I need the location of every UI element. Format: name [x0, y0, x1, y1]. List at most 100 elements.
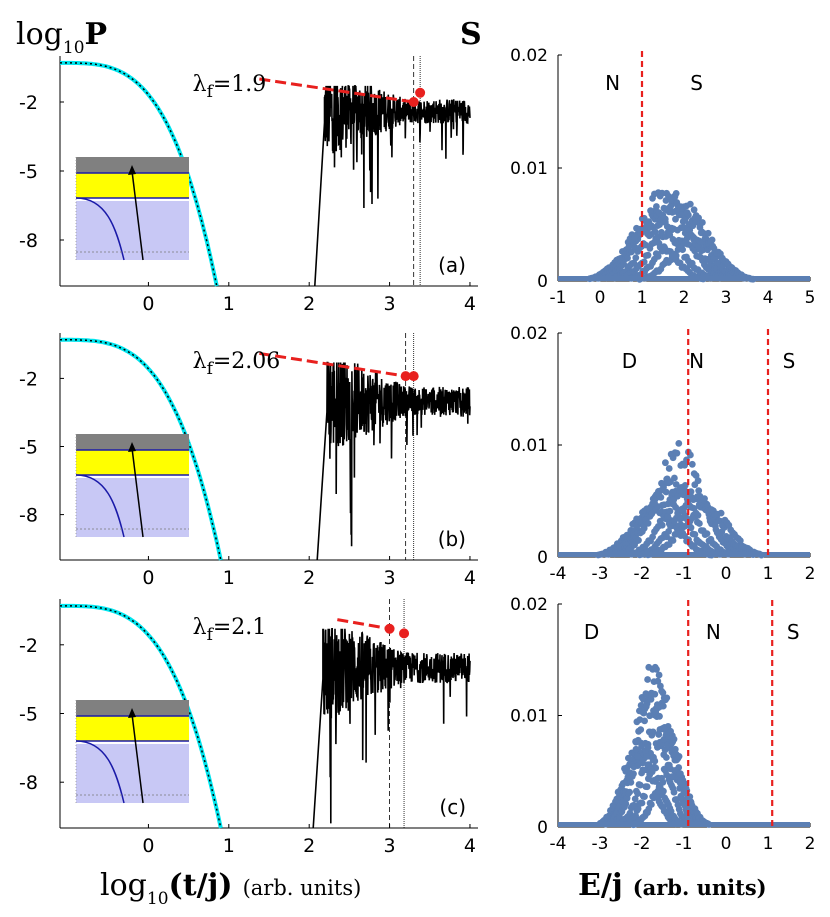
scatter-point — [630, 770, 637, 778]
scatter-point — [622, 800, 630, 808]
scatter-point — [682, 784, 690, 792]
scatter-point — [681, 461, 688, 469]
inset-arrow-head — [128, 442, 136, 452]
y-tick-label: -2 — [19, 635, 38, 657]
left-xlabel-sub: 10 — [147, 889, 169, 909]
scatter-point — [691, 247, 699, 255]
y-tick-label: 0 — [537, 548, 548, 568]
x-tick-label: -2 — [634, 564, 651, 584]
scatter-point — [648, 768, 656, 776]
scatter-point — [653, 203, 660, 210]
scatter-point — [691, 481, 699, 489]
lambda-value: =1.9 — [213, 72, 266, 97]
inset-gray-band — [76, 434, 189, 450]
red-marker-point — [399, 628, 410, 639]
x-tick-label: 2 — [303, 835, 315, 857]
scatter-point — [649, 728, 657, 736]
lambda-label: λf=2.06 — [193, 349, 281, 379]
lambda-label: λf=2.1 — [193, 615, 267, 645]
scatter-point — [666, 507, 674, 515]
left-ylabel-sub: 10 — [63, 38, 85, 58]
x-tick-label: 1 — [763, 834, 774, 854]
red-marker-point — [415, 87, 426, 98]
x-tick-label: 2 — [805, 564, 816, 584]
right-x-axis-title: E/j (arb. units) — [578, 868, 767, 903]
region-label: N — [689, 349, 704, 373]
scatter-point — [651, 757, 659, 765]
scatter-point — [634, 762, 642, 769]
x-tick-label: 0 — [142, 567, 154, 589]
scatter-point — [664, 513, 672, 520]
scatter-point — [648, 510, 656, 517]
y-tick-label: 0.01 — [510, 707, 548, 727]
lambda-value: =2.06 — [213, 349, 280, 374]
scatter-point — [697, 229, 705, 237]
scatter-point — [639, 766, 647, 774]
scatter-point — [665, 528, 672, 535]
x-tick-label: 2 — [303, 567, 315, 589]
x-tick-label: 4 — [464, 293, 476, 315]
scatter-point — [675, 440, 683, 447]
scatter-point — [648, 689, 655, 697]
revival-curve — [312, 628, 471, 829]
scatter-point — [653, 665, 660, 673]
y-tick-label: 0.02 — [510, 595, 548, 615]
inset-gray-band — [76, 157, 189, 173]
x-tick-label: 5 — [805, 288, 816, 308]
scatter-point — [657, 682, 664, 690]
x-tick-label: -3 — [592, 564, 609, 584]
scatter-point — [663, 694, 671, 702]
lambda-subscript: f — [207, 625, 215, 645]
region-label: S — [783, 349, 796, 373]
y-tick-label: 0.01 — [510, 436, 548, 456]
scatter-point — [649, 533, 656, 541]
scatter-point — [699, 219, 706, 226]
scatter-point — [696, 520, 703, 527]
scatter-point — [658, 521, 666, 529]
scatter-point — [659, 778, 667, 786]
y-tick-label: 0 — [537, 818, 548, 838]
scatter-point — [656, 784, 664, 791]
scatter-point — [681, 482, 689, 489]
scatter-point — [688, 460, 696, 468]
scatter-points — [594, 440, 765, 559]
red-marker-point — [384, 623, 395, 634]
scatter-point — [648, 801, 655, 808]
y-tick-label: -2 — [19, 368, 38, 390]
scatter-point — [665, 465, 673, 472]
scatter-point — [671, 745, 679, 753]
x-tick-label: 0 — [142, 835, 154, 857]
scatter-point — [655, 730, 662, 738]
region-label: S — [690, 71, 703, 95]
scatter-point — [676, 244, 684, 252]
scatter-point — [671, 193, 679, 201]
scatter-point — [647, 231, 655, 238]
scatter-point — [659, 702, 667, 710]
region-label: S — [787, 620, 800, 644]
scatter-point — [690, 206, 698, 214]
x-tick-label: 3 — [384, 835, 396, 857]
lambda-label: λf=1.9 — [193, 72, 267, 102]
region-label: N — [706, 620, 721, 644]
scatter-point — [632, 745, 640, 753]
red-dashed-trend — [337, 618, 390, 631]
revival-curve — [316, 361, 471, 561]
scatter-point — [709, 242, 717, 250]
scatter-point — [626, 788, 633, 796]
red-marker-point — [408, 371, 419, 382]
scatter-point — [643, 753, 651, 760]
scatter-point — [633, 753, 641, 760]
scatter-point — [673, 449, 681, 457]
scatter-point — [658, 229, 665, 236]
region-label: D — [584, 620, 599, 644]
left-ylabel-main: log — [16, 17, 63, 52]
scatter-point — [672, 252, 680, 260]
x-tick-label: 0 — [595, 288, 606, 308]
scatter-point — [639, 215, 647, 223]
x-tick-label: 4 — [464, 567, 476, 589]
y-tick-label: 0.01 — [510, 159, 548, 179]
inset-arrow-head — [128, 165, 136, 175]
scatter-point — [655, 671, 663, 679]
panel-label: (c) — [439, 795, 466, 819]
